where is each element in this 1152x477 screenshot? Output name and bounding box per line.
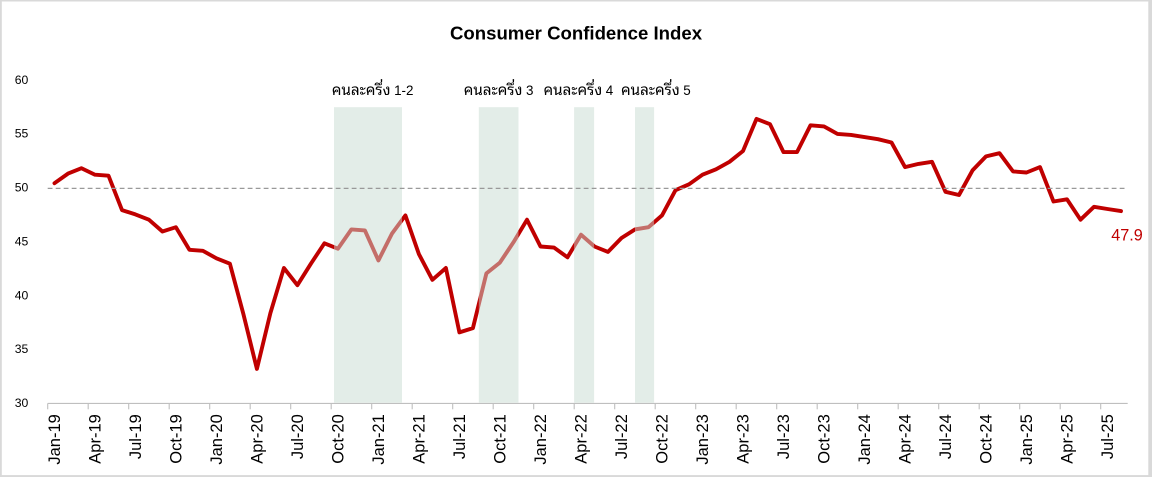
svg-text:40: 40	[15, 288, 29, 302]
svg-text:Jan-20: Jan-20	[208, 414, 226, 464]
svg-text:Jan-19: Jan-19	[46, 414, 64, 464]
svg-text:50: 50	[15, 180, 29, 194]
svg-text:Apr-21: Apr-21	[410, 414, 428, 464]
svg-text:Apr-23: Apr-23	[734, 414, 752, 464]
svg-text:Oct-19: Oct-19	[167, 414, 185, 464]
svg-text:Jul-24: Jul-24	[937, 414, 955, 459]
svg-text:30: 30	[15, 396, 29, 410]
svg-text:47.9: 47.9	[1111, 226, 1143, 244]
svg-text:Jul-25: Jul-25	[1099, 414, 1117, 459]
svg-text:Oct-24: Oct-24	[977, 414, 995, 464]
svg-text:Apr-20: Apr-20	[248, 414, 266, 464]
svg-text:Oct-22: Oct-22	[653, 414, 671, 464]
svg-text:Jan-22: Jan-22	[532, 414, 550, 464]
svg-text:Jan-21: Jan-21	[370, 414, 388, 464]
svg-text:Apr-22: Apr-22	[572, 414, 590, 464]
svg-text:4: 4	[606, 83, 614, 98]
svg-text:5: 5	[683, 83, 690, 98]
svg-text:Consumer Confidence Index: Consumer Confidence Index	[450, 23, 703, 44]
svg-text:Apr-24: Apr-24	[896, 414, 914, 464]
svg-text:55: 55	[15, 127, 29, 141]
svg-text:Jul-19: Jul-19	[127, 414, 145, 459]
svg-text:45: 45	[15, 234, 29, 248]
svg-text:Jul-20: Jul-20	[289, 414, 307, 459]
svg-text:Apr-25: Apr-25	[1058, 414, 1076, 464]
svg-text:Jul-23: Jul-23	[775, 414, 793, 459]
svg-text:60: 60	[15, 73, 29, 87]
svg-text:Oct-23: Oct-23	[815, 414, 833, 464]
svg-text:35: 35	[15, 342, 29, 356]
svg-text:Jul-21: Jul-21	[451, 414, 469, 459]
svg-text:Jan-23: Jan-23	[694, 414, 712, 464]
svg-text:3: 3	[526, 83, 533, 98]
svg-text:Oct-21: Oct-21	[491, 414, 509, 464]
svg-text:Jan-25: Jan-25	[1018, 414, 1036, 464]
svg-text:Jul-22: Jul-22	[613, 414, 631, 459]
svg-text:Apr-19: Apr-19	[86, 414, 104, 464]
svg-text:Oct-20: Oct-20	[329, 414, 347, 464]
svg-text:Jan-24: Jan-24	[856, 414, 874, 464]
svg-text:1-2: 1-2	[394, 83, 413, 98]
